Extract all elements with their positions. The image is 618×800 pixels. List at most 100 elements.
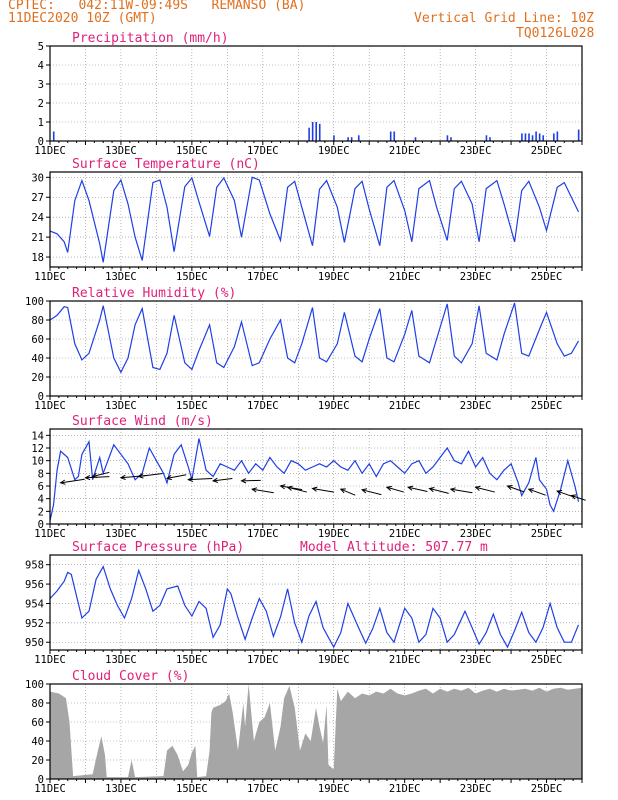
x-tick-label: 19DEC bbox=[318, 400, 350, 412]
y-tick-label: 20 bbox=[31, 372, 44, 384]
wind-arrow bbox=[166, 474, 187, 479]
x-tick-label: 21DEC bbox=[389, 271, 421, 283]
precip-bar bbox=[521, 133, 523, 141]
precip-bar bbox=[553, 133, 555, 141]
wind-arrow bbox=[408, 486, 428, 492]
series-line bbox=[49, 438, 580, 521]
wind-arrow-head bbox=[428, 487, 435, 493]
x-tick-label: 25DEC bbox=[531, 783, 563, 795]
y-tick-label: 956 bbox=[25, 579, 44, 591]
panel-title: Relative Humidity (%) bbox=[72, 286, 236, 301]
precip-bar bbox=[389, 131, 392, 141]
x-tick-label: 19DEC bbox=[318, 783, 350, 795]
wind-arrow-head bbox=[527, 488, 534, 494]
y-tick-label: 18 bbox=[31, 252, 44, 264]
x-tick-label: 25DEC bbox=[531, 271, 563, 283]
precip-bar bbox=[538, 133, 541, 141]
wind-arrow bbox=[60, 478, 85, 484]
x-tick-label: 23DEC bbox=[460, 400, 492, 412]
wind-arrow bbox=[528, 488, 546, 496]
y-tick-label: 24 bbox=[31, 212, 44, 224]
y-tick-label: 10 bbox=[31, 456, 44, 468]
precip-bar bbox=[393, 131, 396, 141]
x-tick-label: 15DEC bbox=[176, 654, 208, 666]
wind-arrow bbox=[557, 490, 575, 498]
y-tick-label: 0 bbox=[38, 391, 44, 403]
y-tick-label: 12 bbox=[31, 443, 44, 455]
wind-arrow-head bbox=[91, 472, 98, 478]
precip-bar bbox=[52, 131, 55, 141]
x-tick-label: 13DEC bbox=[105, 528, 137, 540]
wind-arrow-head bbox=[119, 474, 126, 480]
wind-arrow-head bbox=[360, 488, 368, 494]
x-tick-label: 11DEC bbox=[34, 783, 66, 795]
precip-bar bbox=[528, 133, 530, 141]
x-tick-label: 21DEC bbox=[389, 400, 421, 412]
y-tick-label: 30 bbox=[31, 172, 44, 184]
precip-bar bbox=[542, 135, 544, 141]
y-tick-label: 100 bbox=[25, 679, 44, 691]
panel-title: Cloud Cover (%) bbox=[72, 669, 189, 684]
y-tick-label: 5 bbox=[38, 41, 44, 53]
wind-arrow bbox=[450, 488, 473, 494]
y-tick-label: 4 bbox=[38, 494, 44, 506]
x-tick-label: 13DEC bbox=[105, 145, 137, 157]
precip-bar bbox=[311, 122, 314, 141]
wind-arrow-head bbox=[286, 485, 293, 491]
x-tick-label: 23DEC bbox=[460, 783, 492, 795]
y-tick-label: 80 bbox=[31, 698, 44, 710]
panel-5: 950 952 954 956 958 11DEC 13DEC 15DEC 17DEC 19DEC… bbox=[25, 540, 583, 666]
y-tick-label: 1 bbox=[38, 117, 44, 129]
precip-bar bbox=[446, 135, 449, 141]
panel-title: Surface Wind (m/s) bbox=[72, 414, 213, 429]
wind-arrow-head bbox=[385, 485, 392, 491]
y-tick-label: 0 bbox=[38, 136, 44, 148]
precip-bar bbox=[333, 135, 335, 141]
y-tick-label: 952 bbox=[25, 618, 44, 630]
y-tick-label: 0 bbox=[38, 774, 44, 786]
y-tick-label: 958 bbox=[25, 560, 44, 572]
y-tick-label: 954 bbox=[25, 598, 44, 610]
wind-arrow-head bbox=[311, 486, 318, 492]
x-tick-label: 25DEC bbox=[531, 145, 563, 157]
wind-arrow-head bbox=[506, 485, 513, 490]
x-tick-label: 15DEC bbox=[176, 145, 208, 157]
x-tick-label: 15DEC bbox=[176, 783, 208, 795]
wind-arrow bbox=[188, 477, 213, 481]
wind-arrow-head bbox=[165, 474, 173, 481]
x-tick-label: 25DEC bbox=[531, 654, 563, 666]
x-tick-label: 15DEC bbox=[176, 528, 208, 540]
x-tick-label: 19DEC bbox=[318, 654, 350, 666]
x-tick-label: 11DEC bbox=[34, 145, 66, 157]
header-location: CPTEC: 042:11W-09:49S REMANSO (BA) bbox=[8, 0, 306, 13]
x-tick-label: 25DEC bbox=[531, 528, 563, 540]
y-tick-label: 2 bbox=[38, 98, 44, 110]
series-line bbox=[49, 302, 580, 374]
x-tick-label: 13DEC bbox=[105, 654, 137, 666]
series-line bbox=[49, 565, 580, 649]
wind-arrow-head bbox=[84, 474, 91, 481]
y-tick-label: 20 bbox=[31, 755, 44, 767]
x-tick-label: 11DEC bbox=[34, 654, 66, 666]
y-tick-label: 60 bbox=[31, 334, 44, 346]
wind-arrow-head bbox=[556, 490, 563, 495]
precip-bar bbox=[577, 129, 580, 141]
cloud-cover-area bbox=[50, 684, 582, 779]
y-tick-label: 3 bbox=[38, 79, 44, 91]
wind-arrow-head bbox=[59, 479, 66, 485]
x-tick-label: 23DEC bbox=[460, 145, 492, 157]
x-tick-label: 11DEC bbox=[34, 271, 66, 283]
wind-arrow bbox=[429, 488, 449, 494]
wind-arrow-head bbox=[279, 484, 286, 490]
x-tick-label: 21DEC bbox=[389, 528, 421, 540]
precip-bar bbox=[308, 127, 310, 141]
wind-arrow bbox=[361, 489, 382, 496]
y-tick-label: 14 bbox=[31, 430, 44, 442]
y-tick-label: 0 bbox=[38, 519, 44, 531]
y-tick-label: 4 bbox=[38, 60, 44, 72]
x-tick-label: 19DEC bbox=[318, 271, 350, 283]
y-tick-label: 40 bbox=[31, 353, 44, 365]
x-tick-label: 23DEC bbox=[460, 271, 492, 283]
x-tick-label: 17DEC bbox=[247, 654, 279, 666]
precip-bar bbox=[535, 131, 537, 141]
